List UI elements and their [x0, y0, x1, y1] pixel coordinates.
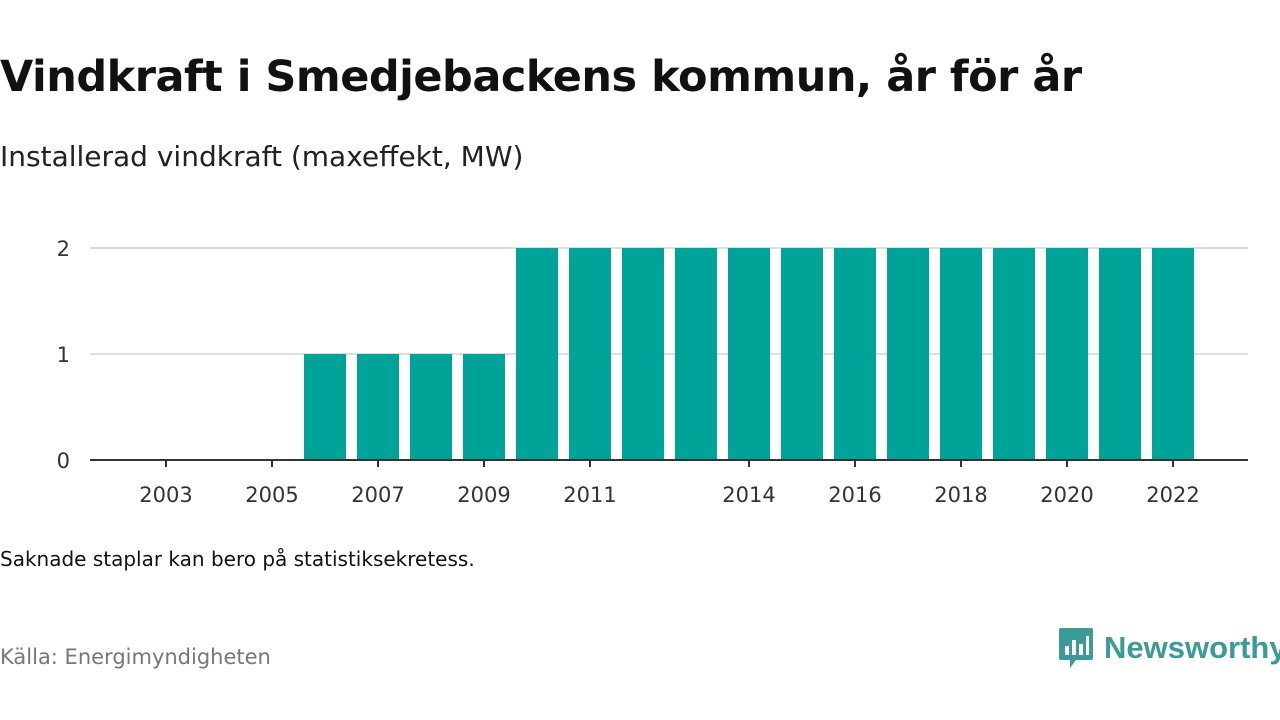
bar-2007 [357, 354, 399, 460]
x-tick-label: 2005 [245, 483, 298, 507]
bar-2019 [993, 248, 1035, 460]
bar-2014 [728, 248, 770, 460]
newsworthy-logo-icon [1059, 628, 1093, 668]
brand-logo: Newsworthy [1058, 626, 1280, 670]
bar-2018 [940, 248, 982, 460]
footnote: Saknade staplar kan bero på statistiksek… [0, 547, 475, 571]
x-tick-label: 2020 [1040, 483, 1093, 507]
bar-2020 [1046, 248, 1088, 460]
y-tick-label: 1 [57, 343, 70, 367]
bar-2006 [304, 354, 346, 460]
bar-2021 [1099, 248, 1141, 460]
x-tick-label: 2009 [457, 483, 510, 507]
bar-2013 [675, 248, 717, 460]
bar-2011 [569, 248, 611, 460]
y-tick-label: 2 [57, 237, 70, 261]
bar-2012 [622, 248, 664, 460]
y-tick-labels: 0 1 2 [57, 237, 70, 473]
x-tick-label: 2018 [934, 483, 987, 507]
x-tick-label: 2011 [563, 483, 616, 507]
bars [304, 248, 1194, 460]
chart-title: Vindkraft i Smedjebackens kommun, år för… [0, 52, 1082, 102]
bar-chart: 0 1 2 2003 2005 2007 2009 2011 2014 2016 2018 2020… [57, 237, 1248, 507]
x-tick-label: 2022 [1146, 483, 1199, 507]
chart-subtitle: Installerad vindkraft (maxeffekt, MW) [0, 140, 524, 173]
x-tick-label: 2007 [351, 483, 404, 507]
x-tick-label: 2014 [722, 483, 775, 507]
bar-2008 [410, 354, 452, 460]
bar-2015 [781, 248, 823, 460]
y-tick-label: 0 [57, 449, 70, 473]
bar-2022 [1152, 248, 1194, 460]
axes [90, 459, 1248, 467]
x-tick-labels: 2003 2005 2007 2009 2011 2014 2016 2018 2020 2022 [139, 483, 1199, 507]
bar-2010 [516, 248, 558, 460]
source-credit: Källa: Energimyndigheten [0, 645, 271, 669]
bar-2009 [463, 354, 505, 460]
bar-2016 [834, 248, 876, 460]
x-tick-label: 2003 [139, 483, 192, 507]
brand-name: Newsworthy [1104, 630, 1280, 665]
bar-2017 [887, 248, 929, 460]
x-tick-label: 2016 [828, 483, 881, 507]
